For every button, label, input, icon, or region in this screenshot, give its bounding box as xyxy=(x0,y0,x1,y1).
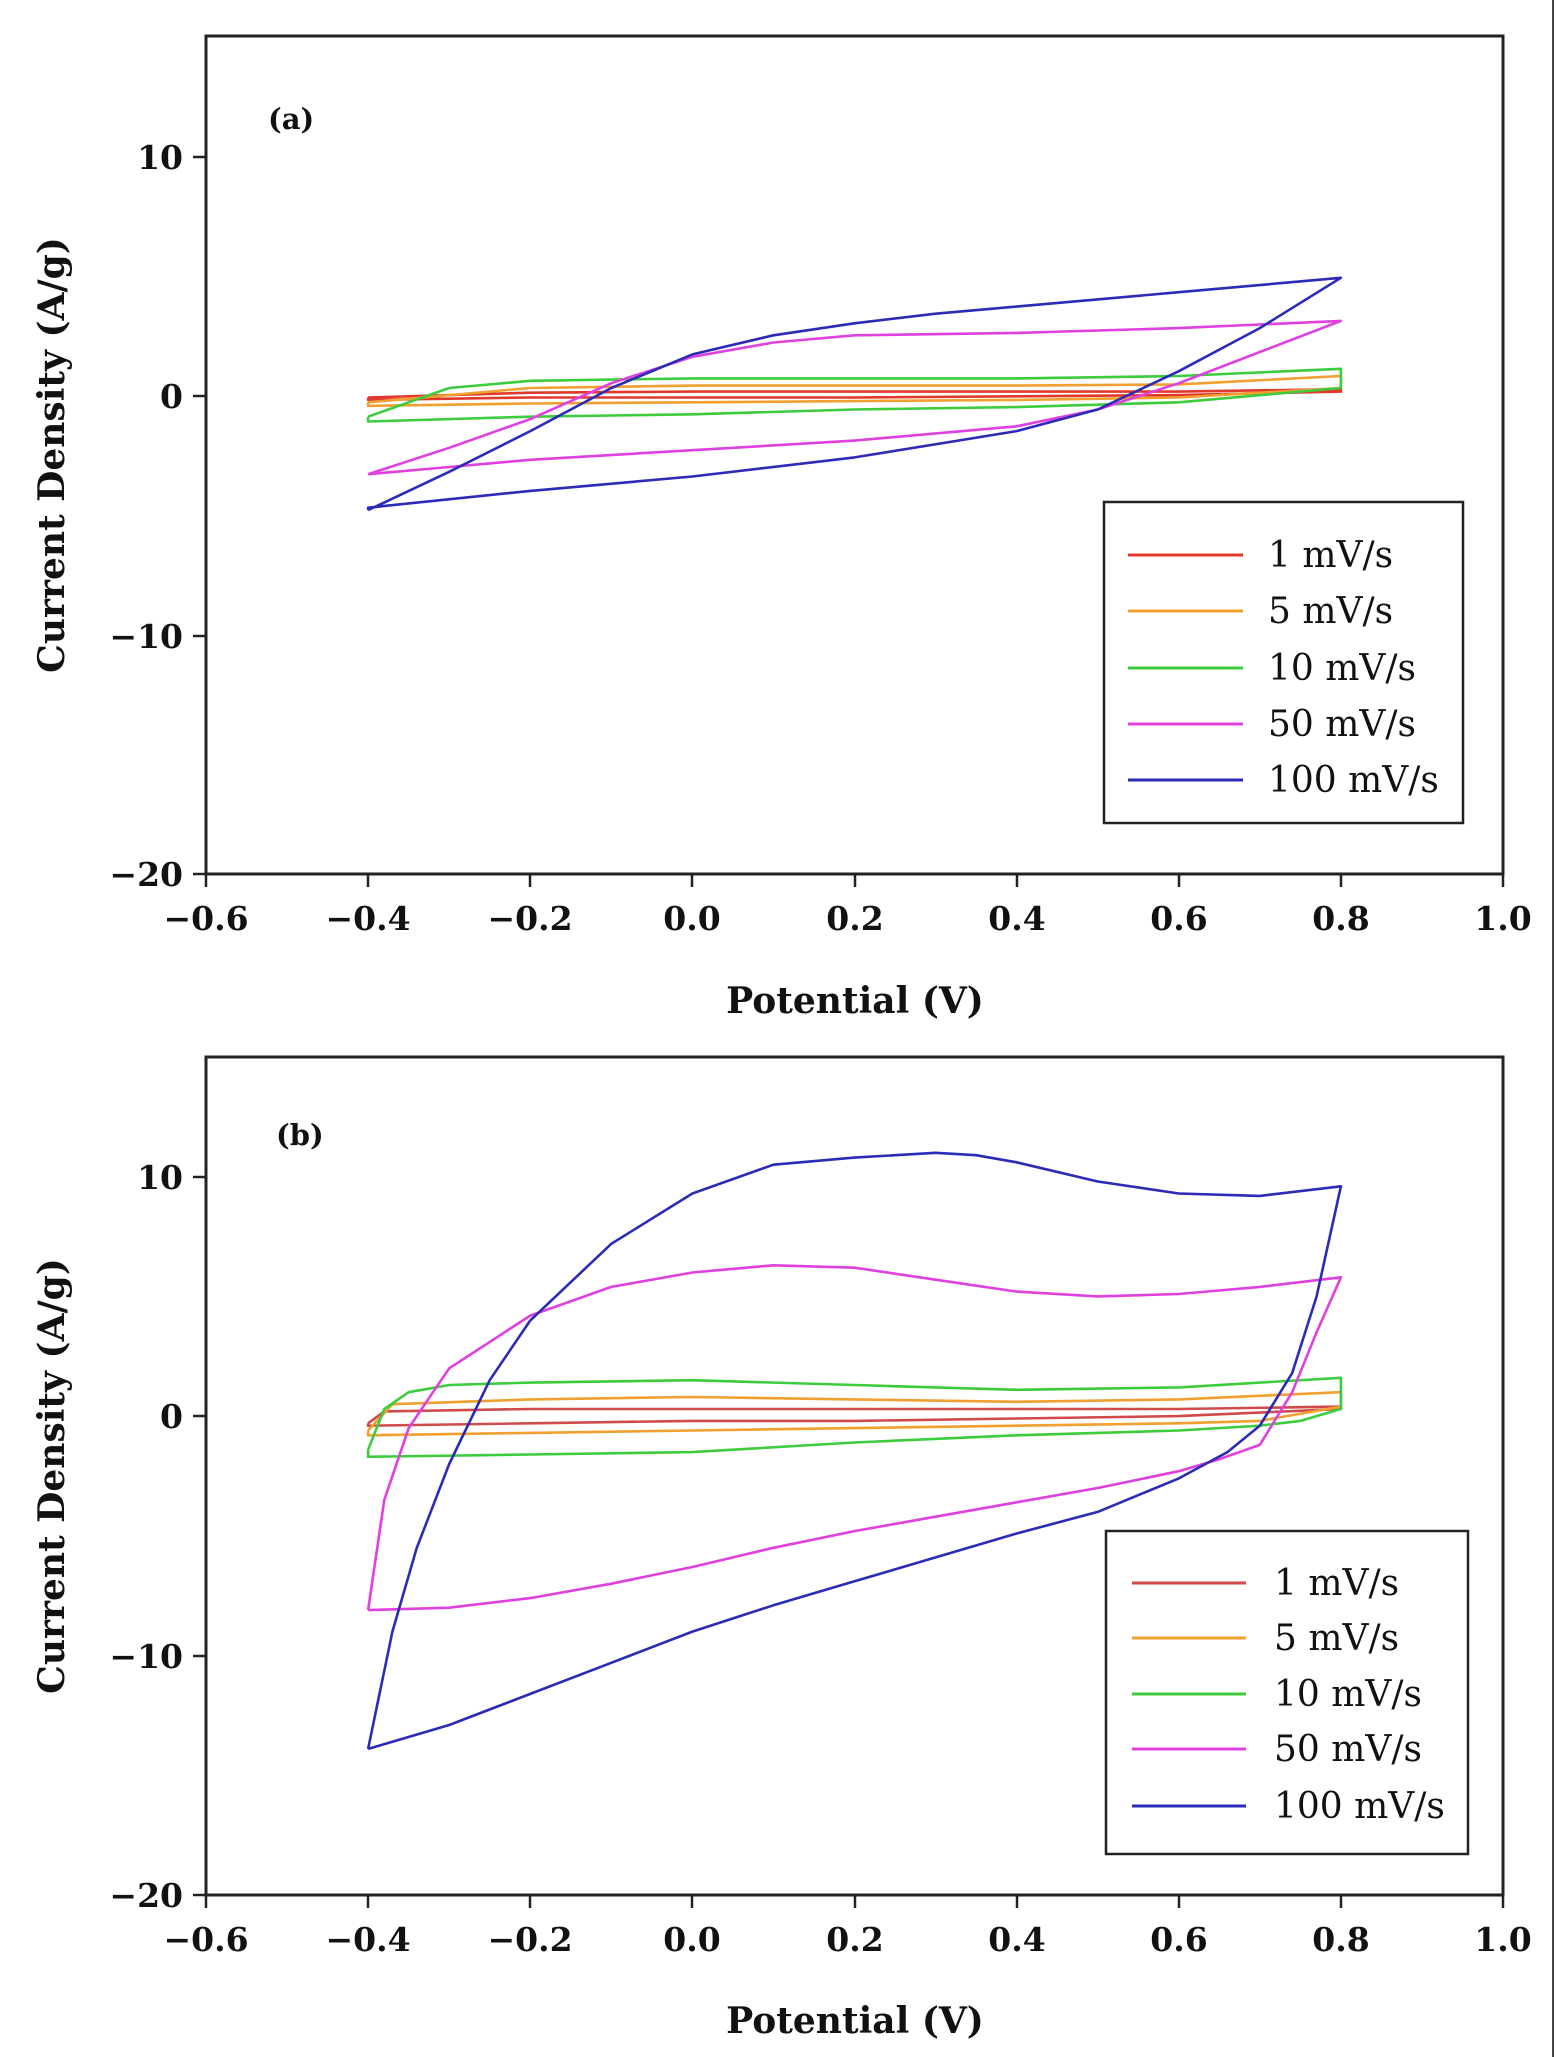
x-tick-label: −0.4 xyxy=(325,899,410,938)
y-tick-label: 0 xyxy=(160,377,183,416)
y-tick-label: −20 xyxy=(109,855,183,894)
legend-label: 1 mV/s xyxy=(1274,1563,1399,1604)
x-tick-label: −0.6 xyxy=(163,899,248,938)
y-tick-label: 10 xyxy=(137,1158,183,1197)
x-axis-title: Potential (V) xyxy=(726,980,984,1022)
series-line-10-mv-per-s xyxy=(366,367,1343,423)
legend: 1 mV/s 5 mV/s 10 mV/s 50 mV/s 100 mV/s xyxy=(1104,1529,1470,1856)
legend-label: 5 mV/s xyxy=(1268,591,1393,632)
x-axis: −0.6 −0.4 −0.2 0.0 0.2 0.4 0.6 0.8 1.0 P… xyxy=(163,874,1532,1022)
x-tick-label: −0.4 xyxy=(325,1920,410,1959)
series-line-50-mv-per-s xyxy=(367,319,1343,476)
x-tick-label: 0.4 xyxy=(988,1920,1045,1959)
series-group xyxy=(366,1151,1343,1751)
panel-label: (b) xyxy=(276,1118,324,1152)
legend-label: 10 mV/s xyxy=(1274,1674,1422,1715)
x-tick-label: 0.2 xyxy=(826,899,883,938)
legend-label: 100 mV/s xyxy=(1268,760,1439,801)
x-tick-label: 0.8 xyxy=(1312,899,1369,938)
x-tick-label: 0.6 xyxy=(1150,899,1207,938)
legend-label: 50 mV/s xyxy=(1274,1729,1422,1770)
x-tick-label: 1.0 xyxy=(1474,899,1531,938)
x-axis-title: Potential (V) xyxy=(726,2000,984,2042)
legend-label: 100 mV/s xyxy=(1274,1786,1445,1827)
panel-label: (a) xyxy=(268,102,314,136)
legend: 1 mV/s 5 mV/s 10 mV/s 50 mV/s 100 mV/s xyxy=(1102,500,1465,825)
y-axis: 10 0 −10 −20 Current Density (A/g) xyxy=(31,1158,206,1915)
legend-label: 10 mV/s xyxy=(1268,648,1416,689)
x-tick-label: 0.8 xyxy=(1312,1920,1369,1959)
y-tick-label: 0 xyxy=(160,1397,183,1436)
y-tick-label: −10 xyxy=(109,617,183,656)
y-tick-label: −10 xyxy=(109,1637,183,1676)
legend-label: 50 mV/s xyxy=(1268,704,1416,745)
x-tick-label: 0.0 xyxy=(663,899,720,938)
y-tick-label: 10 xyxy=(137,138,183,177)
series-line-1-mv-per-s xyxy=(366,387,1343,402)
x-tick-label: 0.2 xyxy=(826,1920,883,1959)
series-line-10-mv-per-s xyxy=(366,1376,1343,1459)
series-line-100-mv-per-s xyxy=(366,276,1343,512)
legend-label: 5 mV/s xyxy=(1274,1618,1399,1659)
y-axis: 10 0 −10 −20 Current Density (A/g) xyxy=(31,138,206,894)
x-tick-label: 0.6 xyxy=(1150,1920,1207,1959)
y-axis-title: Current Density (A/g) xyxy=(31,1258,73,1694)
x-tick-label: −0.2 xyxy=(487,1920,572,1959)
legend-box xyxy=(1102,500,1465,825)
x-tick-label: −0.6 xyxy=(163,1920,248,1959)
x-tick-label: 0.0 xyxy=(663,1920,720,1959)
x-tick-label: 1.0 xyxy=(1474,1920,1531,1959)
x-tick-label: −0.2 xyxy=(487,899,572,938)
series-line-100-mv-per-s xyxy=(366,1151,1343,1751)
x-axis: −0.6 −0.4 −0.2 0.0 0.2 0.4 0.6 0.8 1.0 P… xyxy=(163,1895,1532,2042)
series-line-50-mv-per-s xyxy=(366,1264,1343,1612)
legend-label: 1 mV/s xyxy=(1268,535,1393,576)
y-axis-title: Current Density (A/g) xyxy=(31,237,73,673)
chart-panel-a: (a) 10 0 −10 −20 Current Density (A/g) −… xyxy=(31,34,1532,1022)
chart-panel-b: (b) 10 0 −10 −20 Current Density (A/g) −… xyxy=(31,1055,1532,2042)
series-group xyxy=(366,276,1343,512)
x-tick-label: 0.4 xyxy=(988,899,1045,938)
y-tick-label: −20 xyxy=(109,1876,183,1915)
